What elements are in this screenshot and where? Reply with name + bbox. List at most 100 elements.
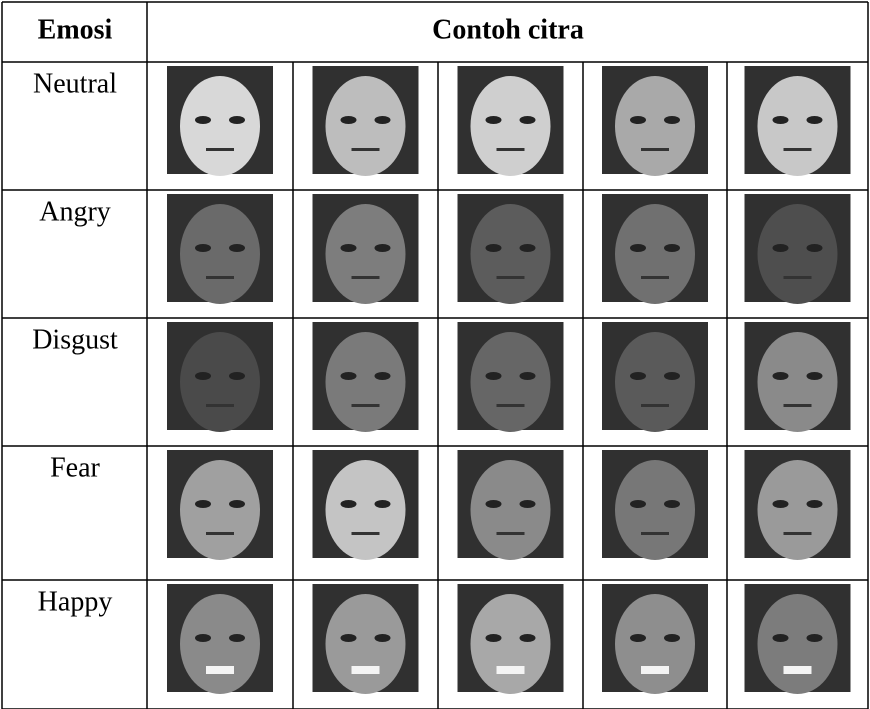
face bbox=[615, 76, 695, 176]
face-image bbox=[167, 322, 273, 432]
eye bbox=[520, 500, 536, 508]
face bbox=[326, 76, 406, 176]
mouth bbox=[352, 532, 380, 535]
mouth bbox=[641, 532, 669, 535]
row-label: Disgust bbox=[32, 324, 118, 355]
eye bbox=[630, 634, 646, 642]
eye bbox=[630, 244, 646, 252]
face-image bbox=[458, 450, 564, 560]
eye bbox=[773, 244, 789, 252]
face-image bbox=[745, 322, 851, 432]
face-image bbox=[602, 322, 708, 432]
eye bbox=[486, 116, 502, 124]
eye bbox=[773, 634, 789, 642]
eye bbox=[375, 244, 391, 252]
mouth bbox=[206, 148, 234, 151]
eye bbox=[229, 372, 245, 380]
face-image bbox=[167, 66, 273, 176]
eye bbox=[229, 634, 245, 642]
face bbox=[471, 594, 551, 694]
face-image bbox=[313, 584, 419, 694]
face-image bbox=[602, 194, 708, 304]
mouth bbox=[784, 148, 812, 151]
eye bbox=[520, 244, 536, 252]
eye bbox=[195, 500, 211, 508]
face-image bbox=[313, 194, 419, 304]
face-image bbox=[167, 584, 273, 694]
mouth bbox=[206, 532, 234, 535]
eye bbox=[486, 244, 502, 252]
face bbox=[615, 594, 695, 694]
face bbox=[180, 460, 260, 560]
mouth bbox=[497, 148, 525, 151]
row-label: Happy bbox=[38, 586, 113, 617]
face bbox=[180, 76, 260, 176]
eye bbox=[773, 500, 789, 508]
mouth bbox=[497, 404, 525, 407]
eye bbox=[807, 244, 823, 252]
eye bbox=[664, 372, 680, 380]
eye bbox=[486, 372, 502, 380]
mouth bbox=[641, 276, 669, 279]
face bbox=[180, 594, 260, 694]
mouth bbox=[206, 276, 234, 279]
eye bbox=[195, 634, 211, 642]
eye bbox=[664, 634, 680, 642]
eye bbox=[375, 634, 391, 642]
face bbox=[758, 594, 838, 694]
face-image bbox=[602, 584, 708, 694]
eye bbox=[520, 116, 536, 124]
face-image bbox=[602, 66, 708, 176]
row-label: Neutral bbox=[33, 68, 117, 99]
mouth bbox=[784, 666, 812, 674]
header-cell: Contoh citra bbox=[432, 14, 584, 45]
face bbox=[615, 332, 695, 432]
mouth bbox=[206, 666, 234, 674]
face bbox=[326, 460, 406, 560]
eye bbox=[773, 372, 789, 380]
face bbox=[326, 204, 406, 304]
mouth bbox=[784, 532, 812, 535]
eye bbox=[341, 500, 357, 508]
eye bbox=[229, 116, 245, 124]
eye bbox=[630, 116, 646, 124]
face-image bbox=[458, 194, 564, 304]
eye bbox=[520, 634, 536, 642]
face-image bbox=[313, 450, 419, 560]
face-image bbox=[167, 450, 273, 560]
eye bbox=[195, 244, 211, 252]
row-label: Angry bbox=[39, 196, 111, 227]
face bbox=[471, 204, 551, 304]
face bbox=[758, 332, 838, 432]
face bbox=[758, 76, 838, 176]
face bbox=[471, 332, 551, 432]
mouth bbox=[641, 404, 669, 407]
eye bbox=[664, 116, 680, 124]
face-image bbox=[745, 194, 851, 304]
mouth bbox=[352, 276, 380, 279]
face-image bbox=[745, 450, 851, 560]
face bbox=[758, 460, 838, 560]
eye bbox=[630, 500, 646, 508]
face-image bbox=[458, 584, 564, 694]
face bbox=[180, 332, 260, 432]
eye bbox=[341, 634, 357, 642]
face-image bbox=[458, 66, 564, 176]
face bbox=[471, 460, 551, 560]
face bbox=[326, 332, 406, 432]
eye bbox=[807, 500, 823, 508]
mouth bbox=[352, 666, 380, 674]
eye bbox=[630, 372, 646, 380]
mouth bbox=[641, 148, 669, 151]
eye bbox=[486, 634, 502, 642]
emotion-table: Emosi Contoh citra NeutralAngryDisgustFe… bbox=[0, 0, 870, 709]
mouth bbox=[784, 404, 812, 407]
eye bbox=[664, 500, 680, 508]
eye bbox=[229, 500, 245, 508]
row-label: Fear bbox=[50, 452, 100, 483]
eye bbox=[807, 634, 823, 642]
mouth bbox=[352, 148, 380, 151]
eye bbox=[486, 500, 502, 508]
face bbox=[326, 594, 406, 694]
eye bbox=[375, 372, 391, 380]
